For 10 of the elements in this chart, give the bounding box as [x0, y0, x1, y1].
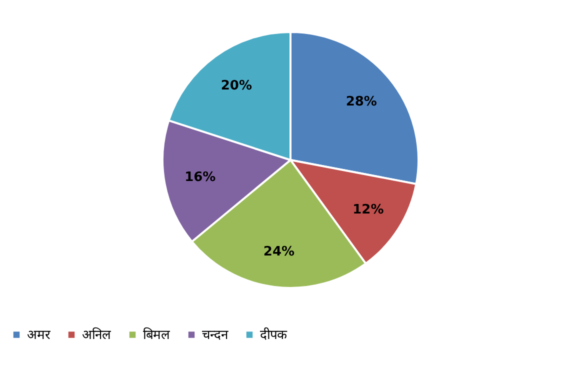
- legend-label: चन्दन: [202, 328, 229, 343]
- data-label: 24%: [263, 244, 295, 260]
- legend-label: दीपक: [260, 326, 288, 343]
- data-label: 16%: [184, 170, 216, 186]
- legend-label: अनिल: [82, 326, 111, 343]
- data-label: 20%: [220, 78, 252, 94]
- legend-label: बिमल: [143, 326, 170, 343]
- data-label: 12%: [352, 202, 384, 218]
- legend-label: अमर: [27, 328, 51, 343]
- data-label: 28%: [346, 94, 377, 110]
